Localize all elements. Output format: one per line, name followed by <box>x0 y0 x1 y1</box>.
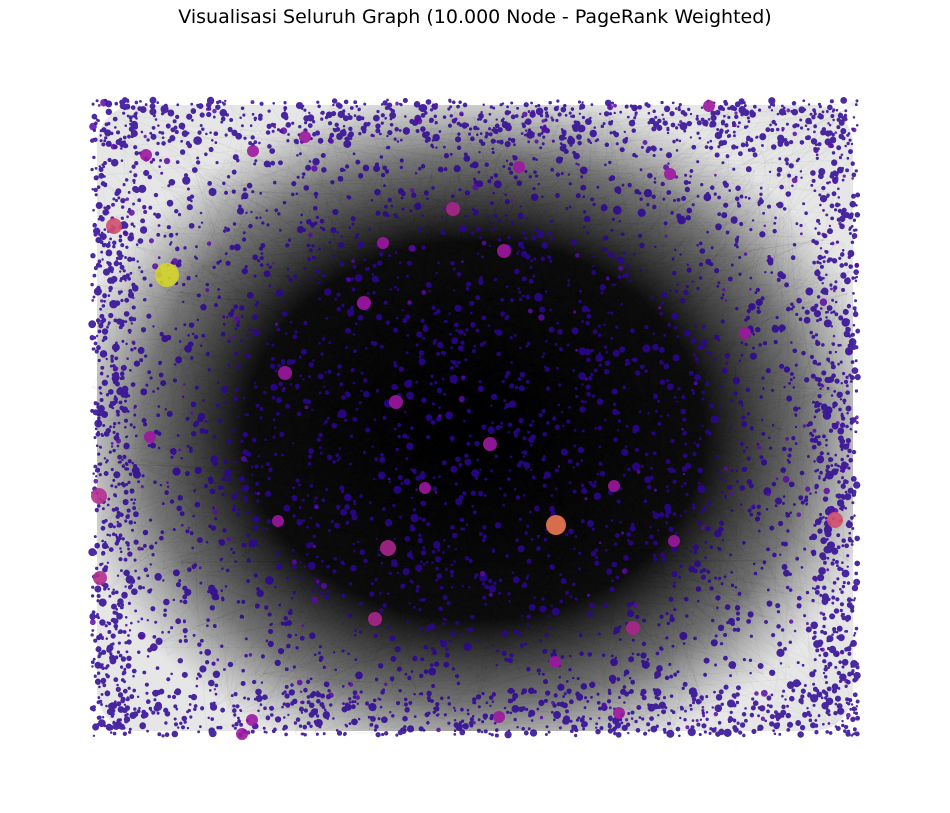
hub-node <box>106 218 122 234</box>
chart-title: Visualisasi Seluruh Graph (10.000 Node -… <box>178 6 772 28</box>
hub-node <box>626 621 640 635</box>
hub-node <box>236 728 248 740</box>
hub-node-layer <box>91 100 843 740</box>
hub-node <box>377 237 389 249</box>
hub-node <box>155 263 179 287</box>
hub-node <box>668 535 680 547</box>
hub-node <box>368 612 382 626</box>
hub-node <box>608 480 620 492</box>
hub-node <box>703 100 715 112</box>
node-layer <box>88 96 861 739</box>
hub-node <box>93 571 107 585</box>
hub-node <box>497 244 511 258</box>
hub-node <box>419 482 431 494</box>
hub-node <box>483 437 497 451</box>
hub-node <box>549 656 561 668</box>
hub-node <box>446 202 460 216</box>
edge-layer <box>91 100 859 736</box>
hub-node <box>272 515 284 527</box>
hub-node <box>389 395 403 409</box>
hub-node <box>91 488 107 504</box>
hub-node <box>247 145 259 157</box>
hub-node <box>827 512 843 528</box>
graph-nodes-mid <box>89 98 860 736</box>
hub-node <box>140 149 152 161</box>
dense-edge-region <box>97 105 853 731</box>
hub-node <box>664 168 676 180</box>
hub-node <box>493 711 505 723</box>
hub-node <box>246 714 258 726</box>
hub-node <box>278 366 292 380</box>
hub-node <box>546 515 566 535</box>
hub-node <box>380 540 396 556</box>
hub-node <box>299 131 311 143</box>
hub-node <box>739 327 751 339</box>
hub-node <box>513 161 525 173</box>
hub-node <box>613 707 625 719</box>
hub-node <box>357 296 371 310</box>
hub-node <box>144 431 156 443</box>
